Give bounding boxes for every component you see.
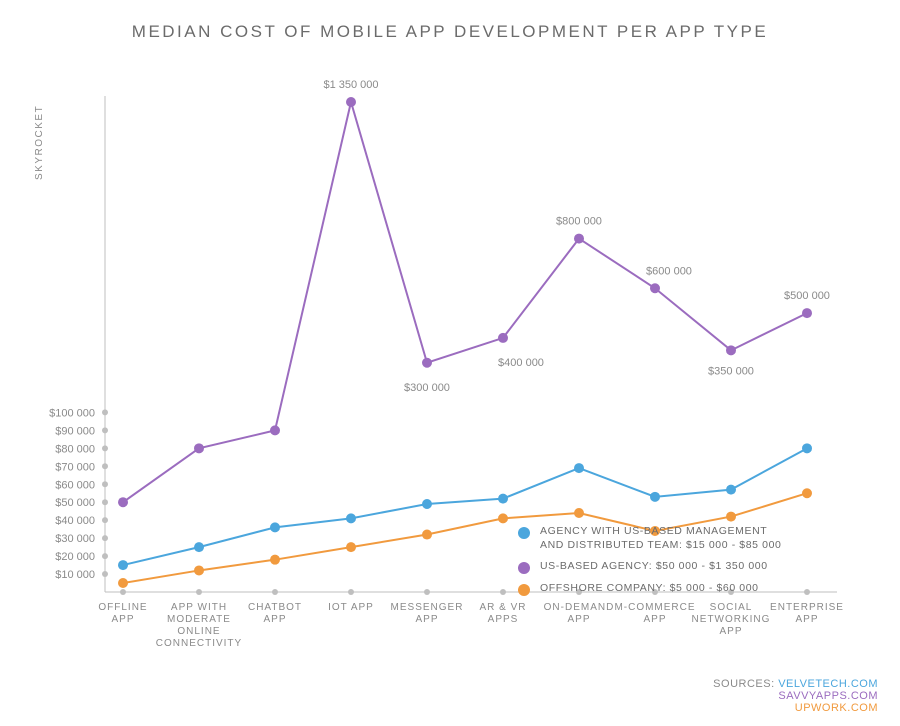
svg-text:$60 000: $60 000	[55, 479, 95, 491]
series-point-distributed	[422, 499, 432, 509]
series-point-offshore	[802, 488, 812, 498]
svg-text:MESSENGERAPP: MESSENGERAPP	[391, 602, 464, 625]
series-point-us_agency	[574, 234, 584, 244]
series-point-distributed	[194, 542, 204, 552]
series-point-offshore	[118, 578, 128, 588]
series-point-us_agency	[346, 97, 356, 107]
series-point-us_agency	[802, 308, 812, 318]
y-axis-skyrocket-label: SKYROCKET	[34, 105, 45, 180]
legend-item-offshore: OFFSHORE COMPANY: $5 000 - $60 000	[518, 582, 781, 596]
legend-dot	[518, 562, 530, 574]
svg-text:$90 000: $90 000	[55, 425, 95, 437]
svg-text:$80 000: $80 000	[55, 443, 95, 455]
series-point-distributed	[118, 560, 128, 570]
series-point-distributed	[574, 463, 584, 473]
svg-text:M-COMMERCEAPP: M-COMMERCEAPP	[614, 602, 695, 625]
legend-dot	[518, 527, 530, 539]
chart-title: MEDIAN COST OF MOBILE APP DEVELOPMENT PE…	[0, 22, 900, 42]
chart-container: MEDIAN COST OF MOBILE APP DEVELOPMENT PE…	[0, 0, 900, 726]
data-callout: $400 000	[498, 357, 544, 369]
source-link: UPWORK.COM	[795, 702, 878, 714]
series-line-us_agency	[123, 102, 807, 502]
svg-text:OFFLINEAPP: OFFLINEAPP	[98, 602, 147, 625]
series-point-distributed	[270, 522, 280, 532]
data-callout: $500 000	[784, 290, 830, 302]
series-point-us_agency	[498, 333, 508, 343]
svg-text:$20 000: $20 000	[55, 551, 95, 563]
series-point-distributed	[726, 485, 736, 495]
legend: AGENCY WITH US-BASED MANAGEMENTAND DISTR…	[518, 525, 781, 604]
legend-item-us_agency: US-BASED AGENCY: $50 000 - $1 350 000	[518, 560, 781, 574]
svg-text:AR & VRAPPS: AR & VRAPPS	[479, 602, 526, 625]
series-point-offshore	[574, 508, 584, 518]
series-point-offshore	[422, 530, 432, 540]
svg-text:$70 000: $70 000	[55, 461, 95, 473]
data-callout: $600 000	[646, 265, 692, 277]
data-callout: $800 000	[556, 216, 602, 228]
data-callout: $300 000	[404, 382, 450, 394]
plot-svg: $10 000$20 000$30 000$40 000$50 000$60 0…	[65, 90, 885, 702]
legend-label: OFFSHORE COMPANY: $5 000 - $60 000	[540, 582, 759, 596]
source-link: SAVVYAPPS.COM	[778, 690, 878, 702]
legend-dot	[518, 584, 530, 596]
series-point-offshore	[194, 565, 204, 575]
series-point-offshore	[270, 555, 280, 565]
svg-text:ON-DEMANDAPP: ON-DEMANDAPP	[544, 602, 615, 625]
svg-text:CHATBOTAPP: CHATBOTAPP	[248, 602, 302, 625]
svg-text:APP WITHMODERATEONLINECONNECTI: APP WITHMODERATEONLINECONNECTIVITY	[156, 602, 242, 649]
series-point-distributed	[498, 494, 508, 504]
series-point-us_agency	[270, 425, 280, 435]
source-link: VELVETECH.COM	[778, 678, 878, 690]
svg-text:SOCIALNETWORKINGAPP: SOCIALNETWORKINGAPP	[692, 602, 771, 637]
data-callout: $350 000	[708, 365, 754, 377]
series-point-us_agency	[422, 358, 432, 368]
series-point-offshore	[726, 512, 736, 522]
svg-text:ENTERPRISEAPP: ENTERPRISEAPP	[770, 602, 844, 625]
legend-label: AGENCY WITH US-BASED MANAGEMENTAND DISTR…	[540, 525, 781, 552]
series-point-us_agency	[650, 283, 660, 293]
series-point-us_agency	[726, 345, 736, 355]
legend-item-distributed: AGENCY WITH US-BASED MANAGEMENTAND DISTR…	[518, 525, 781, 552]
series-point-distributed	[346, 513, 356, 523]
sources-block: SOURCES: VELVETECH.COMSAVVYAPPS.COMUPWOR…	[713, 678, 878, 714]
series-point-us_agency	[194, 443, 204, 453]
svg-text:IOT APP: IOT APP	[328, 602, 374, 613]
svg-text:$40 000: $40 000	[55, 515, 95, 527]
sources-label: SOURCES:	[713, 678, 778, 690]
svg-text:$50 000: $50 000	[55, 497, 95, 509]
series-point-us_agency	[118, 497, 128, 507]
svg-text:$100 000: $100 000	[49, 407, 95, 419]
series-point-offshore	[498, 513, 508, 523]
series-point-distributed	[802, 443, 812, 453]
data-callout: $1 350 000	[323, 79, 378, 91]
series-point-distributed	[650, 492, 660, 502]
series-point-offshore	[346, 542, 356, 552]
svg-text:$30 000: $30 000	[55, 533, 95, 545]
legend-label: US-BASED AGENCY: $50 000 - $1 350 000	[540, 560, 768, 574]
svg-text:$10 000: $10 000	[55, 569, 95, 581]
